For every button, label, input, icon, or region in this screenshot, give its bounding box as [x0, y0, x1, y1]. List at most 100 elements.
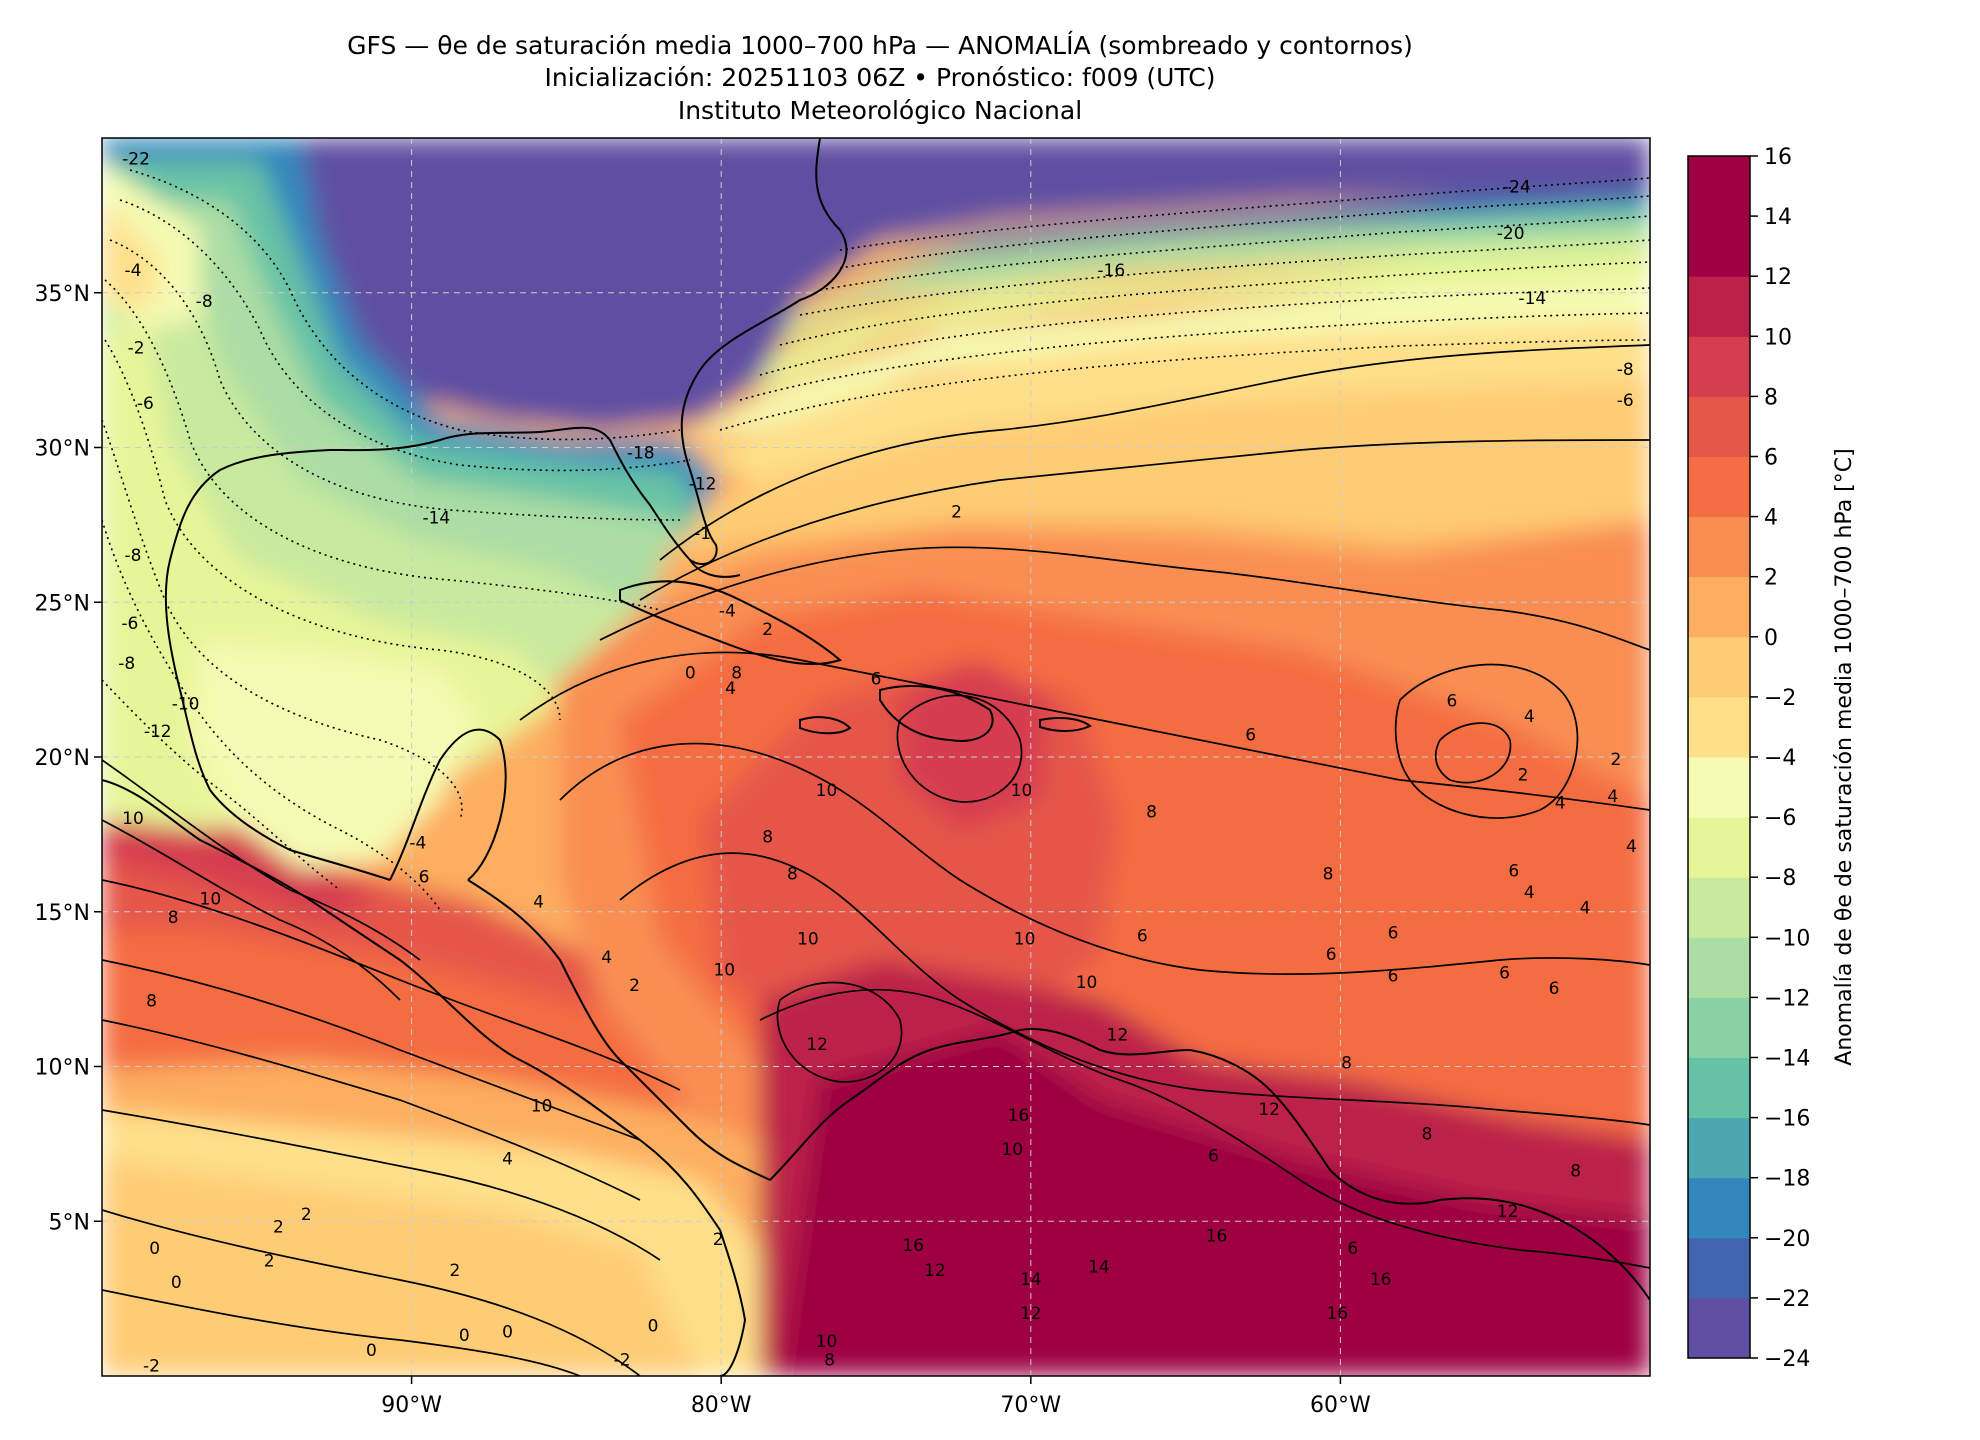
contour-label-52: 6 — [1499, 964, 1510, 984]
colorbar-tick-label-14: −12 — [1764, 986, 1810, 1011]
y-tick-label-6: 5°N — [49, 1210, 90, 1235]
colorbar-bin-10 — [1688, 696, 1750, 758]
colorbar-tick-label-18: −20 — [1764, 1227, 1810, 1252]
contour-label-22: -4 — [719, 602, 736, 622]
contour-label-41: 4 — [1524, 707, 1535, 727]
colorbar-tick-label-5: 6 — [1764, 446, 1778, 471]
colorbar-tick-label-12: −8 — [1764, 866, 1796, 891]
x-tick-label-1: 80°W — [691, 1393, 752, 1418]
contour-label-35: 6 — [871, 670, 882, 690]
contour-label-48: 8 — [1323, 865, 1334, 885]
y-tick-label-3: 20°N — [35, 746, 90, 771]
contour-label-2: -20 — [1497, 224, 1525, 244]
contour-label-31: 8 — [146, 992, 157, 1012]
contour-label-81: 10 — [531, 1097, 553, 1117]
contour-label-4: -14 — [1518, 289, 1546, 309]
contour-label-55: 6 — [1137, 927, 1148, 947]
contour-label-15: -6 — [121, 614, 138, 634]
contour-label-66: 8 — [1570, 1162, 1581, 1182]
y-tick-label-0: 35°N — [35, 282, 90, 307]
contour-label-82: 4 — [502, 1149, 513, 1169]
contour-label-74: 10 — [1001, 1140, 1023, 1160]
contour-label-73: 16 — [1008, 1106, 1030, 1126]
contour-label-97: 10 — [1011, 781, 1033, 801]
contour-label-42: 2 — [1611, 750, 1622, 770]
colorbar-tick-label-20: −24 — [1764, 1347, 1810, 1372]
contour-label-33: 8 — [762, 827, 773, 847]
colorbar-tick-label-17: −18 — [1764, 1167, 1810, 1192]
contour-label-49: 6 — [1388, 923, 1399, 943]
contour-label-85: 2 — [264, 1251, 275, 1271]
colorbar-bin-19 — [1688, 156, 1750, 217]
contour-label-7: -4 — [124, 261, 141, 281]
contour-label-68: 6 — [1347, 1239, 1358, 1259]
colorbar-bin-14 — [1688, 456, 1750, 518]
contour-label-71: 16 — [1326, 1304, 1348, 1324]
colorbar-bin-1 — [1688, 1237, 1750, 1299]
contour-label-64: 6 — [1208, 1146, 1219, 1166]
contour-label-96: 10 — [713, 961, 735, 981]
colorbar-bin-18 — [1688, 216, 1750, 277]
x-tick-label-3: 60°W — [1310, 1393, 1371, 1418]
colorbar-label: Anomalía de θe de saturación media 1000–… — [1832, 448, 1857, 1065]
contour-label-26: 2 — [951, 502, 962, 522]
contour-label-51: 6 — [1388, 967, 1399, 987]
map-plot-area: -22-24-20-16-14-8-6-4-2-8-6-18-12-14-8-6… — [102, 138, 1650, 1376]
contour-label-76: 14 — [1020, 1270, 1042, 1290]
colorbar-bin-0 — [1688, 1297, 1750, 1359]
colorbar-tick-label-3: 10 — [1764, 325, 1792, 350]
colorbar-tick-label-0: 16 — [1764, 145, 1792, 170]
colorbar-bin-8 — [1688, 817, 1750, 878]
contour-label-23: 2 — [762, 620, 773, 640]
contour-label-11: -18 — [627, 444, 655, 464]
colorbar-tick-label-7: 2 — [1764, 566, 1778, 591]
contour-label-18: -12 — [144, 722, 172, 742]
colorbar-tick-label-13: −10 — [1764, 926, 1810, 951]
contour-label-12: -12 — [689, 475, 717, 495]
contour-label-37: 6 — [1446, 691, 1457, 711]
contour-label-43: 4 — [1607, 787, 1618, 807]
contour-label-5: -8 — [1617, 360, 1634, 380]
contour-label-36: 6 — [1245, 725, 1256, 745]
colorbar-tick-label-4: 8 — [1764, 385, 1778, 410]
colorbar-tick-label-19: −22 — [1764, 1287, 1810, 1312]
colorbar-bin-16 — [1688, 336, 1750, 397]
coastlines — [102, 138, 1650, 1376]
contour-label-89: 0 — [171, 1273, 182, 1293]
contour-label-86: 2 — [450, 1261, 461, 1281]
contour-label-92: 0 — [648, 1316, 659, 1336]
map-gridlines — [102, 138, 1650, 1376]
contour-label-50: 6 — [1326, 945, 1337, 965]
colorbar-bin-2 — [1688, 1177, 1750, 1239]
contour-label-61: 4 — [533, 892, 544, 912]
colorbar-bin-4 — [1688, 1057, 1750, 1119]
contour-label-38: 8 — [1146, 803, 1157, 823]
contour-label-80: 8 — [824, 1351, 835, 1371]
contour-label-57: 10 — [797, 930, 819, 950]
contour-label-78: 12 — [1020, 1304, 1042, 1324]
contour-label-10: -6 — [137, 394, 154, 414]
contour-label-91: 0 — [502, 1323, 513, 1343]
contour-label-1: -24 — [1503, 178, 1531, 198]
map-subtitle-institution: Instituto Meteorológico Nacional — [677, 96, 1083, 125]
contour-label-59: 2 — [629, 976, 640, 996]
colorbar-bin-12 — [1688, 576, 1750, 638]
contour-label-24: 0 — [685, 663, 696, 683]
y-tick-label-1: 30°N — [35, 437, 90, 462]
colorbar-bin-17 — [1688, 276, 1750, 337]
colorbar-tick-label-1: 14 — [1764, 205, 1792, 230]
x-tick-label-2: 70°W — [1000, 1393, 1061, 1418]
contour-label-29: 10 — [200, 889, 222, 909]
contour-label-83: 2 — [273, 1217, 284, 1237]
contour-label-63: 12 — [1258, 1100, 1280, 1120]
contour-label-98: 12 — [1107, 1026, 1129, 1046]
positive-contours — [102, 344, 1650, 1376]
colorbar-bin-3 — [1688, 1117, 1750, 1179]
colorbar-bin-6 — [1688, 937, 1750, 998]
x-tick-label-0: 90°W — [381, 1393, 442, 1418]
contour-label-70: 16 — [1370, 1270, 1392, 1290]
colorbar-tick-label-11: −6 — [1764, 806, 1796, 831]
contour-label-88: 0 — [149, 1239, 160, 1259]
contour-label-54: 10 — [1076, 973, 1098, 993]
